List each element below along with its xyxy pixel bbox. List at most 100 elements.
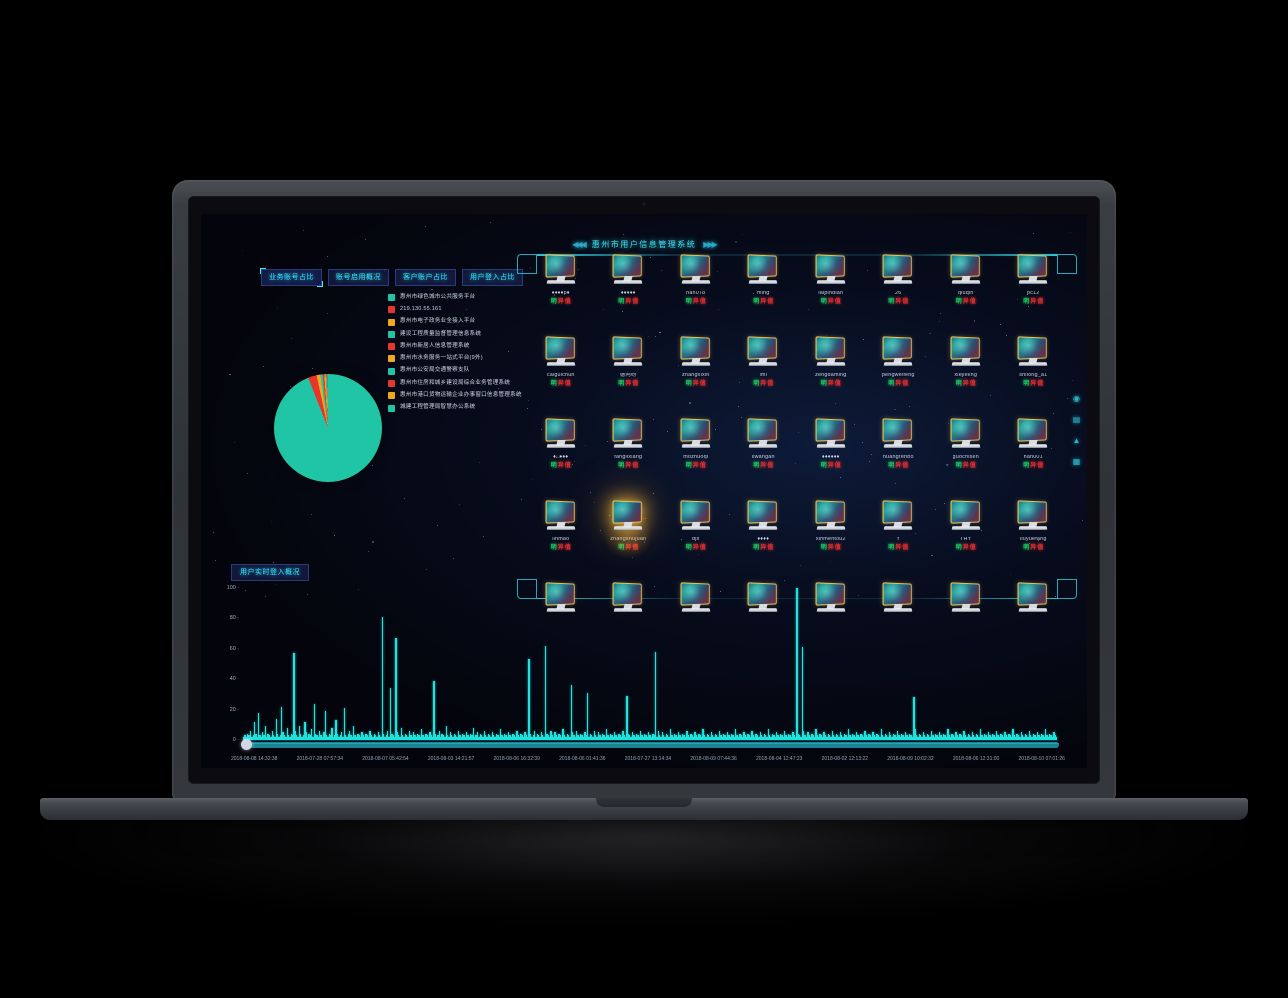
user-icon[interactable]: ▲	[1072, 436, 1081, 445]
monitor-icon	[948, 418, 984, 452]
status-badge: 值	[700, 381, 706, 387]
pie-chart[interactable]	[274, 374, 382, 482]
legend-item[interactable]: 惠州市水务服务一站式平台(9外)	[388, 355, 522, 362]
x-axis-tick: 2018-08-02 12:13:22	[822, 756, 868, 762]
monitor-cell[interactable]: zhangxixin 明异值	[662, 330, 730, 412]
monitor-icon	[543, 336, 579, 370]
monitor-icon	[948, 500, 984, 534]
x-axis-tick: 2018-08-06 01:41:36	[559, 756, 605, 762]
status-badge: 明	[551, 299, 557, 305]
monitor-username: 德阿纷	[620, 373, 637, 378]
monitor-cell[interactable]: nan001 明异值	[1000, 412, 1068, 494]
monitor-status: 明异值	[686, 463, 706, 469]
monitor-status: 明异值	[956, 463, 976, 469]
chart-icon[interactable]: ▤	[1072, 415, 1081, 424]
monitor-cell[interactable]: qiuqin 明异值	[932, 248, 1000, 330]
monitor-cell[interactable]: nan078 明异值	[662, 248, 730, 330]
legend-label: 惠州市公安局交通警察支队	[400, 368, 470, 374]
monitor-cell[interactable]: liwangan 明异值	[730, 412, 798, 494]
monitor-cell[interactable]: 德阿纷明异值	[595, 330, 663, 412]
legend-swatch-icon	[388, 306, 395, 313]
legend-label: 建设工程质量监督管理信息系统	[400, 332, 481, 338]
legend-item[interactable]: 惠州市电子政务业全接入平台	[388, 319, 522, 326]
monitor-status: 明异值	[821, 545, 841, 551]
tab-0[interactable]: 业务账号占比	[261, 269, 322, 286]
legend-swatch-icon	[388, 405, 395, 412]
monitor-status: 明异值	[1023, 545, 1043, 551]
login-chart-panel: 用户实时登入概况 0 20 40 60 80 100 2018-08-08 14:32:3…	[209, 564, 1077, 764]
dashboard: 业务账号占比 账号启用概况 客户账户占比 用户登入占比 ◀◀◀ 惠州市用户信息管理系统…	[201, 214, 1087, 768]
monitor-cell[interactable]: lml 明异值	[730, 330, 798, 412]
monitor-cell[interactable]: shilong_a1 明异值	[1000, 330, 1068, 412]
monitor-status: 明异值	[821, 463, 841, 469]
eye-icon[interactable]: ◉	[1072, 394, 1081, 403]
monitor-status: 明异值	[753, 463, 773, 469]
slider-knob-left[interactable]	[241, 739, 252, 750]
login-chart-title: 用户实时登入概况	[231, 564, 309, 581]
chart-bar	[395, 638, 396, 740]
monitor-username: ming	[757, 291, 769, 296]
monitor-cell[interactable]: zengdaming 明异值	[797, 330, 865, 412]
monitor-icon	[948, 254, 984, 288]
status-badge: 明	[1023, 381, 1029, 387]
chart-bar	[528, 659, 529, 740]
monitor-status: 明异值	[1023, 299, 1043, 305]
monitor-cell[interactable]: ming 明异值	[730, 248, 798, 330]
monitor-username: mozhuoqi	[683, 455, 708, 460]
monitor-icon	[1015, 336, 1051, 370]
monitor-username: xiejieling	[954, 373, 977, 378]
monitor-cell[interactable]: xiejieling 明异值	[932, 330, 1000, 412]
legend-item[interactable]: 惠州市新居人信息管理系统	[388, 343, 522, 350]
monitor-cell[interactable]: mozhuoqi 明异值	[662, 412, 730, 494]
monitor-cell[interactable]: huangrenbo 明异值	[865, 412, 933, 494]
status-badge: 明	[821, 545, 827, 551]
right-toolbar[interactable]: ◉ ▤ ▲ ▦	[1072, 394, 1081, 466]
monitor-icon	[948, 336, 984, 370]
tab-2[interactable]: 客户账户占比	[395, 269, 456, 286]
status-badge: 明	[618, 545, 624, 551]
legend-label: 惠州市绿色城市公共服务平台	[400, 295, 475, 301]
legend-item[interactable]: 建设工程质量监督管理信息系统	[388, 331, 522, 338]
status-badge: 明	[686, 463, 692, 469]
legend-item[interactable]: 惠州市绿色城市公共服务平台	[388, 294, 522, 301]
status-badge: 异	[963, 463, 969, 469]
status-badge: 明	[888, 381, 894, 387]
monitor-cell[interactable]: ♦♦♦♦♦♦ 明异值	[797, 412, 865, 494]
status-badge: 值	[700, 299, 706, 305]
status-badge: 明	[618, 463, 624, 469]
legend-item[interactable]: 219.130.55.161	[388, 306, 522, 313]
chart-bar	[587, 693, 588, 740]
monitor-cell[interactable]: pengweifeng 明异值	[865, 330, 933, 412]
status-badge: 值	[835, 381, 841, 387]
monitor-cell[interactable]: laipindian 明异值	[797, 248, 865, 330]
chart-range-slider[interactable]	[243, 742, 1059, 748]
monitor-icon	[678, 254, 714, 288]
legend-item[interactable]: 惠州市港口货物运输企业办事窗口信息管理系统	[388, 392, 522, 399]
monitor-cell[interactable]: 26 明异值	[865, 248, 933, 330]
status-badge: 异	[625, 545, 631, 551]
monitor-status: 明异值	[821, 381, 841, 387]
monitor-cell[interactable]: ♦♦♦♦p♦ 明异值	[527, 248, 595, 330]
chart-bar	[382, 617, 383, 740]
tab-3[interactable]: 用户登入占比	[462, 269, 523, 286]
grid-icon[interactable]: ▦	[1072, 457, 1081, 466]
monitor-cell[interactable]: guochisen 明异值	[932, 412, 1000, 494]
status-badge: 值	[632, 381, 638, 387]
legend-item[interactable]: 惠州市住房和城乡建设局综合业务管理系统	[388, 380, 522, 387]
monitor-icon	[813, 254, 849, 288]
status-badge: 明	[551, 381, 557, 387]
dashboard-tabs[interactable]: 业务账号占比 账号启用概况 客户账户占比 用户登入占比	[261, 269, 523, 286]
monitor-cell[interactable]: ♦□♦♦♦ 明异值	[527, 412, 595, 494]
tab-1[interactable]: 账号启用概况	[328, 269, 389, 286]
monitor-cell[interactable]: caiguichun 明异值	[527, 330, 595, 412]
status-badge: 明	[753, 463, 759, 469]
monitor-cell[interactable]: ♦♦♦♦♦ 明异值	[595, 248, 663, 330]
legend-item[interactable]: 惠州市公安局交通警察支队	[388, 368, 522, 375]
monitor-cell[interactable]: pc12 明异值	[1000, 248, 1068, 330]
status-badge: 异	[828, 381, 834, 387]
status-badge: 值	[970, 463, 976, 469]
monitor-cell[interactable]: fanglixiang 明异值	[595, 412, 663, 494]
status-badge: 异	[760, 299, 766, 305]
monitor-status: 明异值	[618, 381, 638, 387]
legend-item[interactable]: 城建工程管理局智慧办公系统	[388, 405, 522, 412]
